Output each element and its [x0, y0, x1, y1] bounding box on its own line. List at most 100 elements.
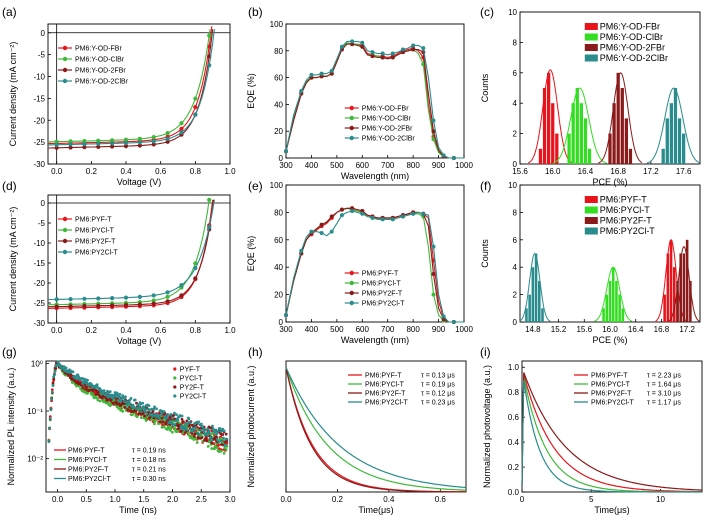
decay-curve — [521, 380, 702, 493]
x-tick-label: 800 — [406, 325, 420, 334]
eqe-point — [284, 149, 288, 154]
eqe-point — [451, 320, 456, 324]
pl-point — [52, 373, 56, 377]
jv-point — [179, 283, 184, 288]
x-tick-label: 300 — [279, 325, 293, 334]
eqe-point — [441, 314, 446, 319]
histogram-bar — [616, 72, 620, 164]
y-tick-label: 10 — [508, 8, 517, 17]
pl-point — [212, 442, 216, 446]
decay-curve — [285, 367, 466, 493]
eqe-point — [380, 217, 385, 222]
pl-point — [216, 430, 220, 433]
jv-curve — [48, 199, 215, 308]
pl-point — [153, 405, 156, 409]
plot-frame-h — [285, 360, 467, 493]
pl-point — [164, 421, 168, 425]
x-tick-label: 1.0 — [224, 167, 236, 176]
legend-text: PY2Cl-T — [180, 394, 207, 401]
jv-point — [165, 299, 170, 304]
eqe-point — [370, 50, 375, 55]
pl-point — [73, 379, 77, 383]
eqe-point — [299, 89, 304, 93]
x-tick-label: 0.8 — [190, 326, 202, 335]
histogram-bar — [624, 118, 628, 164]
chart-d: 0.0 0.2 0.4 0.6 0.8 1.0 0 -5 -10 -15 -20 -25 -30 Volt… — [8, 194, 236, 346]
pl-point — [219, 443, 223, 446]
pl-point — [176, 418, 180, 422]
histogram-bar — [665, 118, 669, 164]
legend-text: PM6:PYF-T — [600, 195, 648, 205]
y-axis-label: Current density (mA cm⁻²) — [8, 42, 18, 147]
x-tick-label: 17.2 — [643, 167, 659, 176]
eqe-point — [390, 55, 395, 60]
histogram-bar — [620, 88, 624, 164]
histogram-bar — [663, 294, 666, 322]
pl-point — [187, 434, 191, 437]
eqe-point — [350, 209, 355, 214]
pl-point — [83, 383, 87, 387]
pl-point — [121, 394, 125, 398]
histogram-bar — [587, 148, 592, 164]
jv-point — [165, 131, 170, 136]
jv-point — [165, 136, 170, 141]
x-tick-label: 0.6 — [155, 326, 167, 335]
pl-point — [168, 416, 172, 420]
histogram-bar — [615, 280, 618, 322]
legend-entry-text: PM6:Y-OD-FBr — [362, 106, 409, 113]
legend-marker — [173, 367, 177, 371]
histogram-bar — [608, 133, 612, 164]
eqe-point — [431, 244, 436, 249]
pl-point — [86, 391, 89, 395]
x-tick-label: 0.4 — [120, 326, 132, 335]
legend-text: PM6:PYCl-T — [68, 457, 108, 464]
x-axis-label: PCE (%) — [592, 335, 627, 345]
x-tick-label: 16.4 — [628, 325, 644, 334]
histogram-bar — [612, 103, 616, 164]
pl-point — [179, 424, 183, 428]
x-tick-label: 0.5 — [81, 495, 93, 504]
y-tick-label: 0 — [279, 318, 284, 327]
pl-point — [126, 408, 129, 411]
eqe-point — [451, 156, 456, 160]
jv-point — [96, 303, 101, 308]
legend-entry-text: PM6:PY2Cl-T — [75, 250, 119, 257]
legend-entry-marker — [349, 280, 354, 286]
legend-text: PM6:PY2Cl-T — [591, 400, 635, 407]
pl-point — [210, 441, 214, 445]
legend-swatch — [584, 227, 598, 235]
legend-marker — [173, 376, 177, 380]
x-tick-label: 0.2 — [332, 495, 344, 504]
eqe-point — [431, 272, 436, 277]
pl-point — [118, 392, 122, 396]
legend-text: PM6:PY2Cl-T — [600, 226, 656, 236]
pl-point — [177, 427, 180, 430]
pl-point — [217, 447, 221, 451]
pl-point — [69, 373, 73, 377]
pl-point — [80, 376, 84, 380]
y-tick-label: -30 — [33, 160, 45, 169]
pl-point — [110, 393, 114, 397]
pl-point — [170, 430, 174, 434]
pl-point — [183, 425, 187, 428]
pl-point — [122, 402, 126, 405]
pl-point — [215, 437, 219, 441]
pl-point — [213, 444, 217, 448]
pl-point — [214, 428, 218, 432]
legend-text: PM6:PY2F-T — [600, 216, 653, 226]
x-tick-label: 800 — [406, 161, 420, 170]
x-tick-label: 0.0 — [51, 167, 63, 176]
legend-entry-marker — [62, 67, 68, 73]
eqe-point — [284, 313, 288, 318]
plot-frame-a — [47, 23, 231, 165]
y-axis-label: EQE (%) — [246, 73, 256, 109]
histogram-bar — [567, 133, 571, 164]
x-tick-label: 400 — [305, 325, 319, 334]
x-tick-label: 0.2 — [86, 167, 98, 176]
pl-point — [157, 416, 161, 420]
y-tick-label: 1.0 — [508, 363, 520, 372]
pl-point — [95, 383, 99, 387]
legend-entry-text: PM6:Y-OD-ClBr — [75, 57, 125, 64]
pl-point — [209, 435, 213, 439]
panel-label-h: (h) — [248, 345, 263, 359]
